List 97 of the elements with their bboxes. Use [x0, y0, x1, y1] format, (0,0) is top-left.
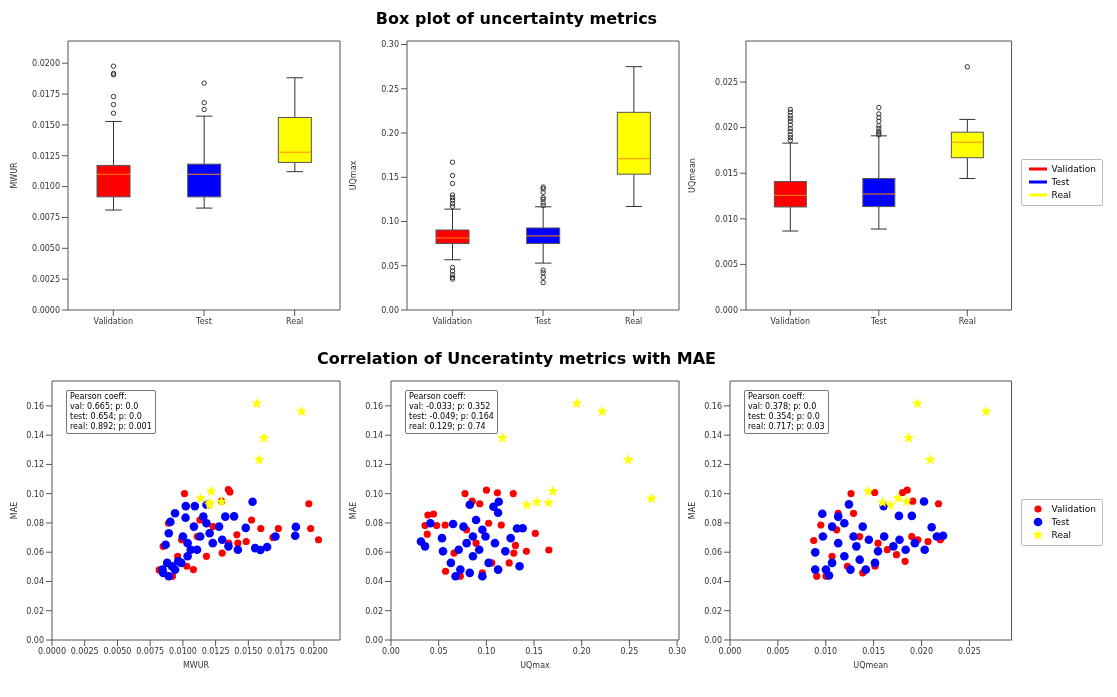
y-tick-label: 0.12 [26, 460, 44, 470]
x-tick-label: 0.0075 [136, 646, 165, 656]
y-tick-label: 0.14 [704, 430, 722, 440]
x-tick-label: 0.010 [814, 646, 838, 656]
y-tick-label: 0.08 [365, 518, 383, 528]
y-tick-label: 0.14 [26, 430, 44, 440]
y-tick-label: 0.0200 [32, 59, 60, 69]
y-axis-title: MAE [348, 501, 358, 520]
y-tick-label: 0.0025 [32, 274, 60, 284]
y-tick-label: 0.0175 [32, 89, 60, 99]
y-tick-label: 0.10 [704, 489, 722, 499]
y-tick-label: 0.10 [365, 489, 383, 499]
y-tick-label: 0.16 [365, 401, 383, 411]
x-tick-label: 0.0025 [70, 646, 99, 656]
y-tick-label: 0.0150 [32, 120, 60, 130]
legend-label: Real [1051, 530, 1071, 540]
x-axis-title: MWUR [182, 661, 210, 670]
y-tick-label: 0.0000 [32, 305, 60, 315]
x-tick-label: 0.30 [668, 646, 686, 656]
y-tick-label: 0.02 [365, 606, 383, 616]
y-tick-label: 0.010 [715, 214, 738, 224]
x-tick-label: 0.020 [910, 646, 933, 656]
x-tick-label: Test [534, 316, 551, 326]
x-tick-label: 0.25 [620, 646, 639, 656]
y-tick-label: 0.16 [704, 401, 722, 411]
y-tick-label: 0.14 [365, 430, 383, 440]
y-axis-title: UQmax [348, 160, 358, 191]
y-tick-label: 0.06 [26, 548, 44, 558]
legend-label: Real [1051, 190, 1071, 200]
x-tick-label: Test [869, 316, 887, 326]
y-tick-label: 0.15 [381, 173, 399, 183]
x-tick-label: 0.005 [766, 646, 790, 656]
y-tick-label: 0.05 [381, 261, 399, 271]
legend-label: Test [1051, 177, 1070, 187]
x-tick-label: 0.10 [477, 646, 496, 656]
y-tick-label: 0.00 [26, 635, 44, 645]
y-tick-label: 0.20 [381, 128, 399, 138]
x-tick-label: 0.15 [525, 646, 543, 656]
x-tick-label: 0.20 [572, 646, 591, 656]
x-tick-label: Real [958, 316, 976, 326]
y-tick-label: 0.015 [715, 169, 738, 179]
x-tick-label: Test [195, 316, 212, 326]
y-tick-label: 0.005 [715, 260, 738, 270]
y-tick-label: 0.30 [381, 40, 399, 50]
y-tick-label: 0.020 [715, 123, 738, 133]
y-tick-label: 0.04 [704, 577, 722, 587]
y-tick-label: 0.00 [704, 635, 722, 645]
y-axis-title: UQmean [687, 158, 697, 193]
x-tick-label: 0.025 [957, 646, 981, 656]
y-tick-label: 0.02 [26, 606, 44, 616]
y-tick-label: 0.025 [715, 77, 738, 87]
y-tick-label: 0.16 [26, 401, 44, 411]
y-tick-label: 0.04 [26, 577, 44, 587]
y-tick-label: 0.06 [365, 548, 383, 558]
chart-title: Box plot of uncertainty metrics [375, 8, 658, 30]
x-tick-label: 0.05 [429, 646, 448, 656]
y-tick-label: 0.10 [381, 217, 399, 227]
chart-title: Correlation of Unceratinty metrics with MAE [316, 348, 717, 370]
y-tick-label: 0.08 [26, 518, 44, 528]
y-axis-title: MWUR [9, 161, 19, 189]
y-tick-label: 0.00 [381, 305, 399, 315]
legend-label: Validation [1051, 164, 1096, 174]
x-tick-label: Real [625, 316, 643, 326]
legend-label: Test [1051, 517, 1070, 527]
y-tick-label: 0.0075 [32, 213, 60, 223]
annotation: Pearson coeff: val: 0.378; p: 0.0 test: 0.354; p: 0.0 real: 0.717; p: 0.03 [748, 392, 825, 432]
y-axis-title: MAE [687, 501, 697, 520]
y-tick-label: 0.25 [381, 84, 399, 94]
y-tick-label: 0.12 [704, 460, 722, 470]
y-tick-label: 0.00 [365, 635, 383, 645]
x-tick-label: 0.015 [862, 646, 886, 656]
annotation: Pearson coeff: val: 0.665; p: 0.0 test: 0.654; p: 0.0 real: 0.892; p: 0.001 [70, 392, 152, 432]
y-axis-title: MAE [9, 501, 19, 520]
y-tick-label: 0.08 [704, 518, 722, 528]
x-tick-label: 0.0125 [201, 646, 230, 656]
legend-label: Validation [1051, 504, 1096, 514]
x-tick-label: Real [286, 316, 304, 326]
x-axis-title: UQmean [853, 661, 889, 670]
y-tick-label: 0.06 [704, 548, 722, 558]
x-tick-label: 0.0150 [234, 646, 263, 656]
x-tick-label: 0.0200 [299, 646, 328, 656]
x-tick-label: 0.0175 [267, 646, 296, 656]
y-tick-label: 0.0100 [32, 182, 60, 192]
annotation: Pearson coeff: val: -0.033; p: 0.352 test: -0.049; p: 0.164 real: 0.129; p: 0.74 [409, 392, 494, 432]
x-tick-label: Validation [432, 316, 473, 326]
y-tick-label: 0.02 [704, 606, 722, 616]
y-tick-label: 0.04 [365, 577, 383, 587]
x-tick-label: 0.0100 [168, 646, 197, 656]
x-axis-title: UQmax [520, 661, 551, 670]
y-tick-label: 0.10 [26, 489, 44, 499]
y-tick-label: 0.000 [715, 305, 738, 315]
y-tick-label: 0.0125 [32, 151, 60, 161]
x-tick-label: Validation [770, 316, 811, 326]
y-tick-label: 0.0050 [32, 244, 60, 254]
x-tick-label: 0.0050 [103, 646, 132, 656]
y-tick-label: 0.12 [365, 460, 383, 470]
x-tick-label: Validation [93, 316, 134, 326]
